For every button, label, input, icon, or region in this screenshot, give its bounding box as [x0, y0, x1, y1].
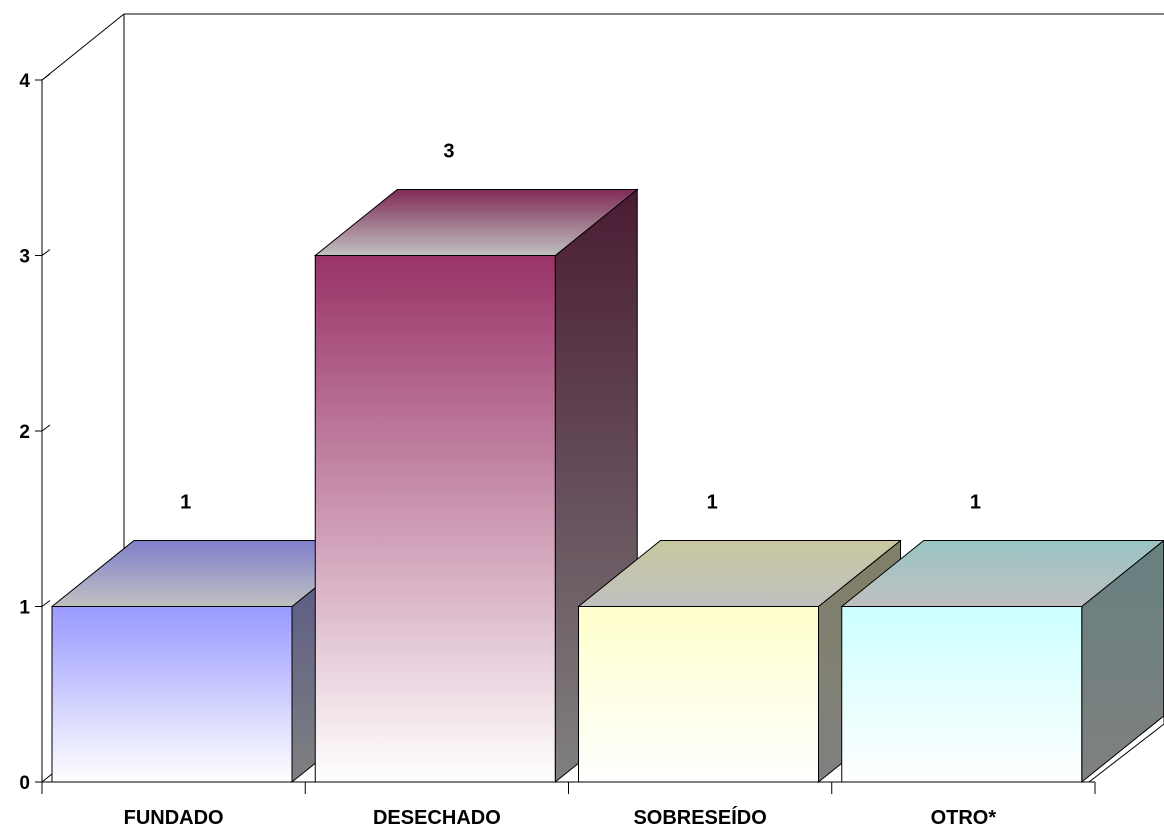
data-label: 1 [180, 492, 191, 514]
x-tick-label: DESECHADO [373, 807, 501, 827]
x-tick-label: OTRO* [931, 807, 997, 827]
bar-front [51, 606, 293, 783]
bar-front [578, 606, 819, 783]
y-tick-label: 0 [19, 773, 30, 794]
bar-front [841, 606, 1083, 783]
bar-otro [840, 539, 1164, 784]
y-axis: 0 1 2 3 4 [19, 71, 51, 794]
x-axis: FUNDADO DESECHADO SOBRESEÍDO OTRO* [41, 781, 1096, 827]
wall-edge-top-left [41, 13, 125, 81]
data-labels: 1 3 1 1 [180, 141, 981, 514]
y-depth-tick [41, 249, 51, 256]
x-tick-label: SOBRESEÍDO [633, 806, 766, 827]
bars [50, 188, 1164, 784]
bar-fundado [50, 539, 376, 784]
y-tick-label: 3 [19, 247, 30, 268]
y-depth-tick [41, 424, 51, 432]
y-depth-tick [41, 73, 51, 81]
data-label: 1 [970, 492, 981, 514]
bar-front [314, 255, 556, 783]
y-tick-label: 4 [19, 71, 30, 92]
y-tick-label: 2 [19, 422, 30, 443]
data-label: 3 [443, 141, 454, 163]
data-label: 1 [707, 492, 718, 514]
y-depth-tick [41, 600, 51, 607]
y-tick-label: 1 [19, 598, 30, 619]
x-tick-label: FUNDADO [124, 807, 224, 827]
